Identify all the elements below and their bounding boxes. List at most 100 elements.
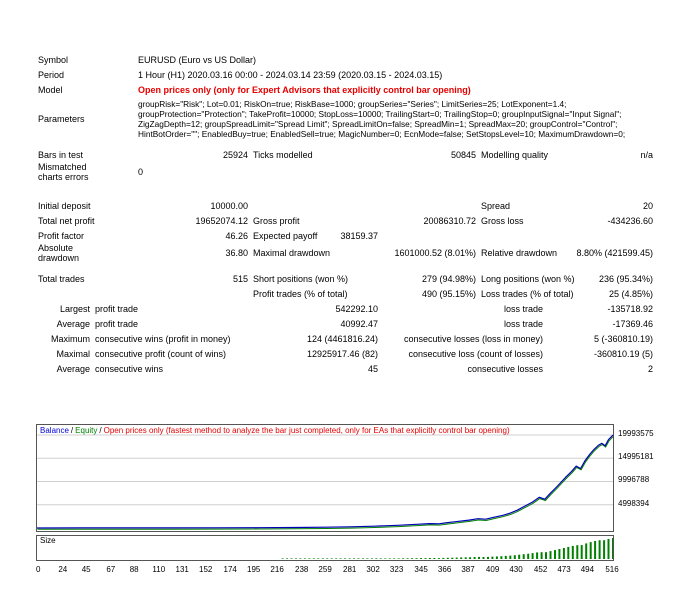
size-bar — [281, 558, 284, 559]
size-bar — [411, 558, 414, 559]
stat-label: Average — [56, 318, 90, 329]
y-axis-label: 9996788 — [618, 475, 650, 485]
balance-equity-plot — [37, 434, 613, 530]
size-bar — [424, 558, 427, 559]
stat-value: n/a — [640, 149, 653, 160]
stat-label: Spread — [481, 200, 511, 211]
stat-value: 20086310.72 — [423, 215, 476, 226]
size-bar — [379, 558, 382, 559]
size-bar — [513, 555, 516, 559]
chart-panel: Balance / Equity / Open prices only (fastest… — [36, 424, 675, 594]
stat-pair: Ticks modelled 50845 — [253, 150, 476, 160]
stat-label: Absolute drawdown — [38, 243, 80, 263]
size-bar — [326, 558, 329, 559]
size-label: Size — [40, 536, 56, 545]
legend-separator: / — [70, 426, 74, 435]
stat-label: Maximal — [56, 348, 90, 359]
size-bar — [594, 541, 597, 559]
stat-value: 12925917.46 (82) — [306, 348, 378, 359]
stat-label: Maximal drawdown — [253, 248, 331, 258]
stat-pair: Spread 20 — [481, 201, 653, 211]
stat-label: consecutive losses — [467, 363, 543, 374]
stat-label: Total net profit — [38, 215, 95, 226]
size-bar — [437, 558, 440, 559]
size-bars-plot — [281, 538, 613, 559]
size-bar — [451, 557, 454, 559]
size-bar — [478, 556, 480, 559]
x-axis-label: 259 — [318, 565, 332, 574]
stat-label: consecutive wins (profit in money) — [95, 333, 231, 344]
size-bar — [482, 557, 485, 559]
stat-label: Gross profit — [253, 215, 300, 226]
stat-value: 19652074.12 — [195, 215, 248, 226]
size-bar — [460, 557, 463, 559]
row-profit-factor: Profit factor 46.26 Expected payoff 3815… — [38, 228, 653, 243]
x-axis-label: 516 — [605, 565, 619, 574]
size-bar — [473, 557, 476, 559]
size-bar — [370, 558, 373, 559]
size-bar — [562, 548, 565, 559]
size-bar — [589, 542, 592, 559]
size-bar — [384, 558, 387, 559]
stat-label: Model — [38, 84, 63, 95]
stat-pair: Modelling quality n/a — [481, 150, 653, 160]
size-bar — [554, 550, 556, 559]
chart-legend: Balance / Equity / Open prices only (fastest… — [40, 426, 510, 435]
stat-value: 490 (95.15%) — [421, 288, 476, 299]
stat-label: Total trades — [38, 273, 85, 284]
stat-label: Initial deposit — [38, 200, 91, 211]
stat-value: 25924 — [222, 149, 248, 160]
size-bar — [321, 558, 324, 559]
x-axis-label: 387 — [461, 565, 475, 574]
size-bar — [464, 557, 467, 559]
stat-value: 124 (4461816.24) — [306, 333, 378, 344]
size-bar — [366, 558, 369, 559]
stat-label: Symbol — [38, 54, 69, 65]
stat-value: 1 Hour (H1) 2020.03.16 00:00 - 2024.03.1… — [138, 69, 443, 80]
row-bars-in-test: Bars in test 25924 Ticks modelled 50845 … — [38, 147, 653, 162]
stat-pair: Long positions (won %) 236 (95.34%) — [481, 274, 653, 284]
row-total-trades: Total trades 515 Short positions (won %)… — [38, 271, 653, 286]
size-bar — [308, 558, 311, 559]
stat-pair: Profit trades (% of total) 490 (95.15%) — [253, 289, 476, 299]
stat-value: 36.80 — [225, 248, 248, 258]
stat-value: -135718.92 — [607, 303, 653, 314]
size-bar — [415, 558, 418, 559]
stat-value: 10000.00 — [210, 200, 248, 211]
size-bar — [353, 558, 355, 559]
stat-value: 40992.47 — [340, 318, 378, 329]
size-bar — [295, 558, 297, 559]
stat-value: 279 (94.98%) — [421, 273, 476, 284]
size-bar — [545, 552, 547, 559]
stat-value: 38159.37 — [340, 230, 378, 241]
stat-pair: Relative drawdown 8.80% (421599.45) — [481, 248, 653, 258]
row-maximum-consecutive: Maximum consecutive wins (profit in mone… — [38, 331, 653, 346]
row-absolute-drawdown: Absolute drawdown 36.80 Maximal drawdown… — [38, 243, 653, 263]
size-bar — [406, 558, 409, 559]
x-axis-label: 238 — [295, 565, 309, 574]
size-bar — [339, 558, 342, 559]
parameters-text: groupRisk="Risk"; Lot=0.01; RiskOn=true;… — [138, 99, 626, 139]
size-bar — [375, 558, 378, 559]
balance-line — [37, 434, 613, 529]
stat-value: 2 — [647, 363, 653, 374]
stat-label: Profit factor — [38, 230, 85, 241]
stat-pair: Loss trades (% of total) 25 (4.85%) — [481, 289, 653, 299]
size-bar — [362, 558, 364, 559]
stat-label: Short positions (won %) — [253, 273, 349, 284]
size-bar — [487, 556, 489, 559]
row-initial-deposit: Initial deposit 10000.00 Spread 20 — [38, 198, 653, 213]
size-bar — [531, 553, 534, 559]
stat-label: profit trade — [95, 318, 139, 329]
stat-value: -17369.46 — [612, 318, 653, 329]
size-bar — [585, 543, 588, 559]
size-bar — [420, 558, 422, 559]
x-axis-label: 494 — [580, 565, 595, 574]
size-bar — [576, 545, 579, 559]
size-bar — [598, 540, 601, 559]
size-bar — [335, 558, 338, 559]
x-axis-label: 152 — [199, 565, 213, 574]
size-bar — [603, 540, 606, 559]
size-bar — [518, 554, 521, 559]
row-parameters: Parameters groupRisk="Risk"; Lot=0.01; R… — [38, 97, 653, 141]
